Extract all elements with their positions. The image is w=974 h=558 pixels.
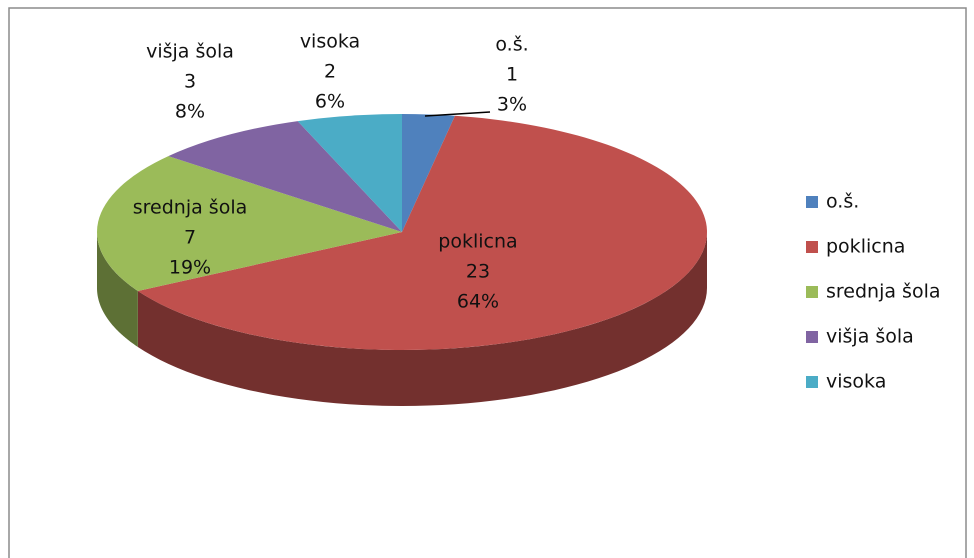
legend-label: poklicna	[826, 236, 905, 258]
slice-side	[137, 232, 708, 406]
legend-swatch	[806, 241, 818, 253]
legend-label: visoka	[826, 371, 886, 393]
slice	[137, 115, 708, 351]
data-label-name: višja šola	[146, 41, 234, 63]
data-label-percent: 64%	[457, 291, 499, 313]
leader-line	[424, 111, 491, 117]
data-label-value: 1	[506, 64, 518, 86]
slice	[402, 114, 455, 232]
data-label-percent: 3%	[497, 94, 527, 116]
data-label-name: srednja šola	[133, 197, 248, 219]
legend-swatch	[806, 331, 818, 343]
legend-swatch	[806, 376, 818, 388]
slice	[97, 156, 403, 291]
legend-swatch	[806, 196, 818, 208]
legend-label: višja šola	[826, 326, 914, 348]
slice	[168, 121, 402, 232]
data-label-percent: 8%	[175, 101, 205, 123]
data-label-name: o.š.	[495, 34, 528, 56]
legend-label: o.š.	[826, 191, 859, 213]
data-label-name: visoka	[300, 31, 360, 53]
slice	[297, 114, 402, 232]
data-label-name: poklicna	[438, 231, 517, 253]
data-label-value: 3	[184, 71, 196, 93]
data-label-value: 2	[324, 61, 336, 83]
legend-label: srednja šola	[826, 281, 941, 303]
legend-swatch	[806, 286, 818, 298]
data-label-value: 23	[466, 261, 490, 283]
data-label-percent: 6%	[315, 91, 345, 113]
slice-side	[97, 232, 138, 347]
data-label-percent: 19%	[169, 257, 211, 279]
data-label-value: 7	[184, 227, 196, 249]
